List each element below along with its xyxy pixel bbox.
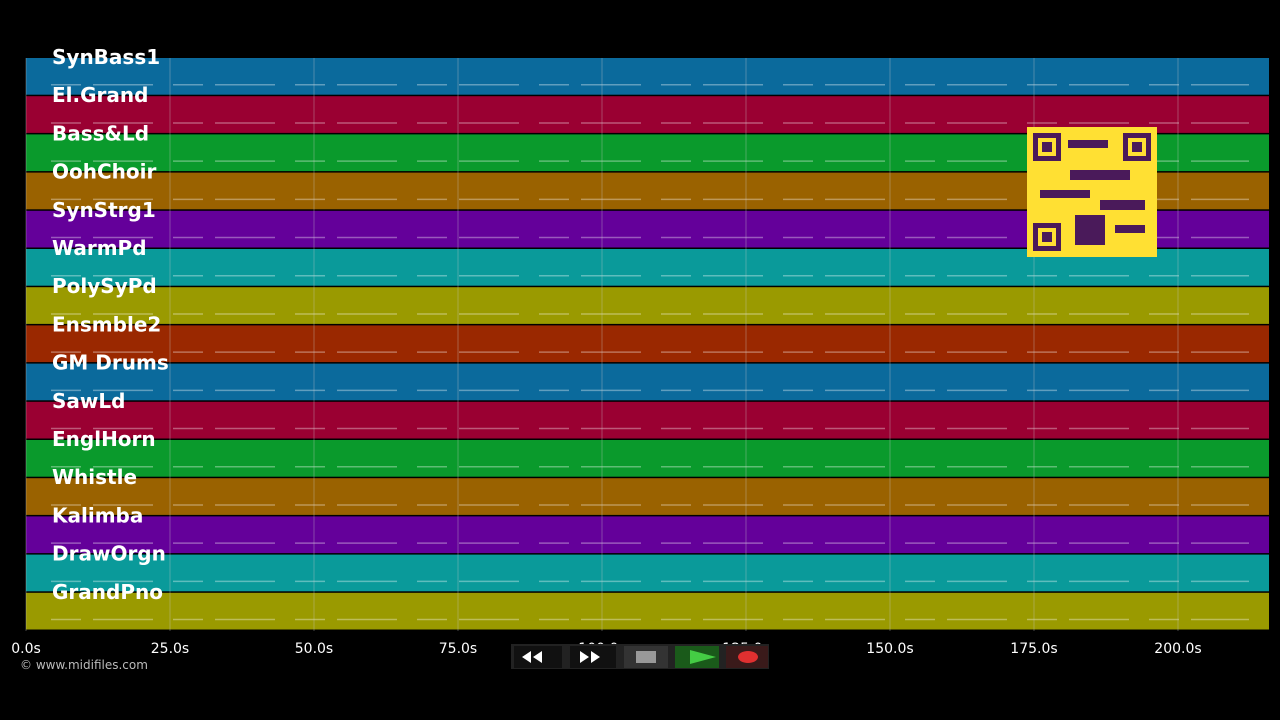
x-tick-label: 50.0s: [295, 641, 333, 657]
track-label: SynBass1: [52, 45, 160, 69]
qr-code: [1027, 127, 1157, 257]
rewind-button[interactable]: [514, 646, 562, 668]
record-button[interactable]: [726, 646, 768, 668]
controls: [511, 644, 769, 669]
track-band: [26, 58, 1269, 95]
track-label: Ensmble2: [52, 312, 161, 336]
track-label: GrandPno: [52, 580, 163, 604]
x-tick-label: 150.0s: [866, 641, 913, 657]
track-band: [26, 325, 1269, 363]
track-band: [26, 592, 1269, 630]
track-label: PolySyPd: [52, 274, 157, 298]
track-label: Whistle: [52, 465, 137, 489]
track-band: [26, 554, 1269, 592]
labels: SynBass1 El.Grand Bass&Ld OohChoir SynStrg1 W…: [52, 45, 169, 604]
track-band: [26, 96, 1269, 133]
track-band: [26, 516, 1269, 554]
track-band: [26, 440, 1269, 477]
track-label: DrawOrgn: [52, 542, 166, 566]
footer: © www.midifiles.com: [20, 658, 148, 672]
track-label: SawLd: [52, 389, 125, 413]
track-label: GM Drums: [52, 351, 169, 375]
stop-button[interactable]: [624, 646, 668, 668]
track-label: Bass&Ld: [52, 121, 149, 145]
x-tick-label: 200.0s: [1154, 641, 1201, 657]
track-label: EnglHorn: [52, 427, 156, 451]
track-label: WarmPd: [52, 236, 147, 260]
x-tick-label: 0.0s: [11, 641, 41, 657]
track-band: [26, 401, 1269, 439]
track-label: El.Grand: [52, 83, 148, 107]
track-label: SynStrg1: [52, 198, 156, 222]
x-tick-label: 25.0s: [151, 641, 189, 657]
track-label: OohChoir: [52, 160, 156, 184]
x-tick-label: 175.0s: [1010, 641, 1057, 657]
forward-button[interactable]: [570, 646, 616, 668]
track-band: [26, 287, 1269, 324]
track-band: [26, 478, 1269, 515]
track-band: [26, 363, 1269, 401]
track-label: Kalimba: [52, 503, 143, 527]
play-button[interactable]: [675, 646, 719, 668]
x-tick-label: 75.0s: [439, 641, 477, 657]
